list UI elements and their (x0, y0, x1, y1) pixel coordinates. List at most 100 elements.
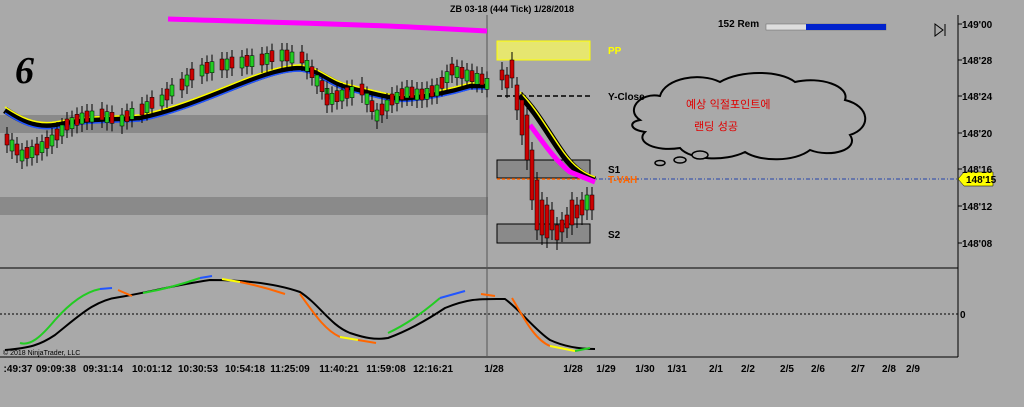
candle-body (124, 110, 130, 122)
oscillator-orange-5 (480, 293, 496, 297)
candle-body (284, 49, 290, 62)
candle-body (389, 93, 395, 106)
candle-body (229, 56, 235, 69)
oscillator-zero-label: 0 (960, 310, 966, 321)
oscillator-green-1 (19, 288, 101, 345)
level-y-close: Y-Close (608, 92, 645, 103)
candle-body (34, 143, 40, 156)
candle-body (364, 93, 370, 105)
candle-body (54, 128, 60, 141)
callout-bubble-2 (673, 156, 687, 164)
candle-body (109, 112, 115, 124)
copyright: © 2018 NinjaTrader, LLC (3, 349, 80, 357)
candle-body (544, 204, 550, 239)
candle-body (309, 66, 315, 78)
candle-body (224, 58, 230, 71)
candle-body (69, 117, 75, 129)
x-tick-label: 1/28 (563, 364, 583, 375)
candle-body (574, 204, 580, 219)
candle-body (84, 110, 90, 123)
x-tick-label: 1/31 (667, 364, 687, 375)
candle-body (424, 88, 430, 100)
candle-body (239, 56, 245, 69)
candle-body (209, 61, 215, 73)
x-tick-label: 09:09:38 (36, 364, 76, 375)
x-tick-label: 10:01:12 (132, 364, 172, 375)
oscillator-signal (4, 278, 596, 351)
oscillator-blue-1 (99, 287, 113, 290)
candle-body (104, 111, 110, 123)
last-price-value: 148'15 (966, 175, 997, 186)
candle-body (579, 199, 585, 216)
candle-body (199, 64, 205, 77)
candle-body (4, 133, 10, 146)
candle-body (434, 84, 440, 97)
x-tick-label: 2/7 (851, 364, 865, 375)
candle-body (534, 179, 540, 231)
candle-body (584, 194, 590, 211)
x-tick-label: 11:59:08 (366, 364, 406, 375)
candle-body (164, 88, 170, 101)
candle-body (219, 58, 225, 71)
x-tick-label: 2/1 (709, 364, 723, 375)
oscillator-orange-4 (357, 339, 377, 344)
x-tick-label: 11:25:09 (270, 364, 310, 375)
x-tick-label: 1/30 (635, 364, 655, 375)
candle-body (269, 50, 275, 62)
candle-body (99, 108, 105, 121)
candle-body (479, 73, 485, 86)
oscillator-yellow-2 (339, 336, 359, 341)
callout-cloud (631, 72, 867, 161)
x-tick-label: 2/6 (811, 364, 825, 375)
pp-zone (496, 40, 591, 61)
candle-body (509, 59, 515, 79)
candle-body (264, 53, 270, 65)
callout-bubble-3 (654, 159, 666, 167)
candle-body (504, 74, 510, 89)
candle-body (19, 149, 25, 162)
candle-body (444, 71, 450, 83)
candle-body (384, 99, 390, 112)
candle-body (334, 90, 340, 102)
candle-body (39, 141, 45, 153)
level-t-vah: T-VAH (608, 175, 637, 186)
candles (4, 43, 595, 250)
candle-body (119, 114, 125, 127)
candle-body (439, 77, 445, 89)
candle-body (319, 80, 325, 92)
candle-body (249, 55, 255, 67)
oscillator-yellow-1 (221, 278, 241, 283)
magenta-ma-right (527, 123, 596, 185)
candle-body (549, 209, 555, 231)
candle-body (149, 97, 155, 109)
candle-body (469, 70, 475, 82)
candle-body (429, 85, 435, 97)
candle-body (524, 114, 530, 161)
oscillator-orange-3 (299, 293, 341, 338)
oscillator-orange-6 (511, 297, 551, 347)
candle-body (514, 84, 520, 111)
candle-body (204, 62, 210, 74)
candle-body (464, 69, 470, 82)
candle-body (379, 103, 385, 116)
candle-body (554, 224, 560, 241)
candle-body (244, 55, 250, 67)
candle-body (279, 49, 285, 62)
candle-body (349, 86, 355, 98)
oscillator-yellow-3 (549, 345, 576, 352)
long-ma-line (167, 16, 488, 34)
candle-body (474, 73, 480, 85)
x-tick-label: 2/8 (882, 364, 896, 375)
candle-body (359, 83, 365, 96)
scroll-end-icon[interactable] (934, 23, 946, 37)
candle-body (499, 69, 505, 81)
x-tick-label: :49:37 (4, 364, 33, 375)
candle-body (64, 118, 70, 131)
callout-bubble-1 (691, 150, 709, 160)
candle-body (9, 139, 15, 152)
callout-text-line1: 예상 익절포인트에 (686, 98, 770, 111)
candle-body (339, 89, 345, 102)
y-tick-label: 148'12 (962, 202, 993, 213)
x-tick-label: 2/9 (906, 364, 920, 375)
